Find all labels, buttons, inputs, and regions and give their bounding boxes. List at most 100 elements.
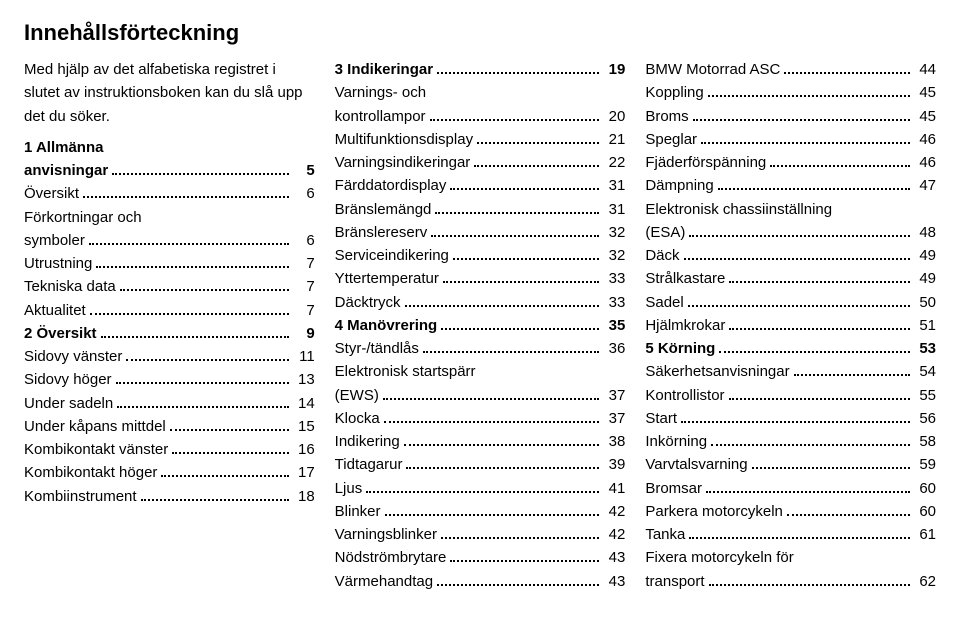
toc-entry-label: (EWS) bbox=[335, 384, 379, 407]
toc-entry-dots bbox=[435, 203, 599, 213]
toc-entry-label: Speglar bbox=[645, 128, 697, 151]
toc-entry-page: 17 bbox=[293, 461, 315, 484]
toc-entry-dots bbox=[404, 436, 600, 446]
toc-entry: Fjäderförspänning46 bbox=[645, 151, 936, 174]
toc-entry-label: Hjälmkrokar bbox=[645, 314, 725, 337]
toc-entry-dots bbox=[784, 64, 910, 74]
toc-col-1: Med hjälp av det alfabetiska registret i… bbox=[24, 58, 315, 593]
toc-entry-dots bbox=[706, 482, 910, 492]
toc-entry-label: (ESA) bbox=[645, 221, 685, 244]
toc-entry-page: 19 bbox=[603, 58, 625, 81]
toc-entry-page: 33 bbox=[603, 267, 625, 290]
toc-entry-label: kontrollampor bbox=[335, 105, 426, 128]
toc-entry-page: 43 bbox=[603, 546, 625, 569]
toc-entry-page: 54 bbox=[914, 360, 936, 383]
toc-entry-label: Yttertemperatur bbox=[335, 267, 439, 290]
toc-entry-label: Varnings- och bbox=[335, 81, 626, 104]
toc-entry-label: Broms bbox=[645, 105, 688, 128]
toc-entry-dots bbox=[430, 110, 600, 120]
toc-entry-page: 42 bbox=[603, 523, 625, 546]
toc-entry-label: Kombikontakt vänster bbox=[24, 438, 168, 461]
toc-entry: Kombikontakt höger17 bbox=[24, 461, 315, 484]
toc-entry-page: 42 bbox=[603, 500, 625, 523]
toc-entry-page: 60 bbox=[914, 477, 936, 500]
toc-entry-dots bbox=[684, 250, 910, 260]
toc-entry-page: 13 bbox=[293, 368, 315, 391]
toc-entry-dots bbox=[729, 273, 910, 283]
toc-entry: Bromsar 60 bbox=[645, 477, 936, 500]
toc-entry-page: 7 bbox=[293, 252, 315, 275]
toc-entry: Koppling45 bbox=[645, 81, 936, 104]
toc-entry-label: Dämpning bbox=[645, 174, 713, 197]
toc-entry-page: 31 bbox=[603, 174, 625, 197]
toc-entry-label: Kontrollistor bbox=[645, 384, 724, 407]
toc-entry-label: anvisningar bbox=[24, 159, 108, 182]
toc-entry-page: 22 bbox=[603, 151, 625, 174]
toc-entry-dots bbox=[141, 490, 289, 500]
toc-entry-label: Blinker bbox=[335, 500, 381, 523]
toc-entry-label: 1 Allmänna bbox=[24, 136, 315, 159]
toc-entry-label: Däck bbox=[645, 244, 679, 267]
toc-entry-page: 58 bbox=[914, 430, 936, 453]
toc-entry-dots bbox=[89, 235, 289, 245]
toc-entry-page: 46 bbox=[914, 128, 936, 151]
toc-entry-dots bbox=[450, 180, 599, 190]
toc-entry: 1 Allmännaanvisningar 5 bbox=[24, 136, 315, 183]
toc-entry-page: 18 bbox=[293, 485, 315, 508]
toc-entry: Sidovy vänster11 bbox=[24, 345, 315, 368]
toc-entry: Tanka61 bbox=[645, 523, 936, 546]
toc-entry: Däcktryck33 bbox=[335, 291, 626, 314]
toc-entry: Multifunktionsdisplay21 bbox=[335, 128, 626, 151]
toc-entry-page: 5 bbox=[293, 159, 315, 182]
toc-entry-label: Indikering bbox=[335, 430, 400, 453]
toc-entry-dots bbox=[366, 482, 599, 492]
toc-entry-dots bbox=[718, 180, 910, 190]
toc-entry-page: 38 bbox=[603, 430, 625, 453]
toc-entry-page: 45 bbox=[914, 81, 936, 104]
toc-entry-label: Strålkastare bbox=[645, 267, 725, 290]
toc-entry: Kombikontakt vänster16 bbox=[24, 438, 315, 461]
toc-entry-label: Bromsar bbox=[645, 477, 702, 500]
toc-entry-dots bbox=[689, 529, 910, 539]
toc-entry-dots bbox=[96, 258, 288, 268]
toc-entry: Inkörning58 bbox=[645, 430, 936, 453]
toc-entry: Speglar 46 bbox=[645, 128, 936, 151]
toc-entry: Elektronisk startspärr(EWS)37 bbox=[335, 360, 626, 407]
toc-entry-dots bbox=[170, 421, 289, 431]
toc-entry-page: 41 bbox=[603, 477, 625, 500]
col-entries-1: 1 Allmännaanvisningar5Översikt6Förkortni… bbox=[24, 136, 315, 508]
toc-entry-dots bbox=[453, 250, 599, 260]
toc-entry-page: 39 bbox=[603, 453, 625, 476]
toc-entry-dots bbox=[689, 227, 910, 237]
toc-entry: Säkerhetsanvisningar 54 bbox=[645, 360, 936, 383]
toc-entry-dots bbox=[101, 328, 289, 338]
toc-entry-page: 6 bbox=[293, 229, 315, 252]
toc-entry-label: 4 Manövrering bbox=[335, 314, 438, 337]
toc-entry-label: 3 Indikeringar bbox=[335, 58, 433, 81]
toc-entry-label: 5 Körning bbox=[645, 337, 715, 360]
toc-col-2: 3 Indikeringar 19Varnings- ochkontrollamp… bbox=[335, 58, 626, 593]
toc-entry: 5 Körning53 bbox=[645, 337, 936, 360]
toc-entry-page: 7 bbox=[293, 299, 315, 322]
toc-entry-label: Nödströmbrytare bbox=[335, 546, 447, 569]
toc-entry-label: Fjäderförspänning bbox=[645, 151, 766, 174]
toc-intro: Med hjälp av det alfabetiska registret i… bbox=[24, 58, 315, 128]
toc-columns: Med hjälp av det alfabetiska registret i… bbox=[24, 58, 936, 593]
toc-entry-dots bbox=[161, 467, 288, 477]
toc-entry-label: Säkerhetsanvisningar bbox=[645, 360, 789, 383]
toc-entry: Ljus41 bbox=[335, 477, 626, 500]
toc-entry-label: Sadel bbox=[645, 291, 683, 314]
toc-entry-label: Utrustning bbox=[24, 252, 92, 275]
toc-entry-page: 6 bbox=[293, 182, 315, 205]
toc-entry-page: 59 bbox=[914, 453, 936, 476]
toc-entry-dots bbox=[423, 343, 599, 353]
toc-entry: Kombiinstrument18 bbox=[24, 485, 315, 508]
toc-entry-label: Serviceindikering bbox=[335, 244, 449, 267]
toc-entry-label: BMW Motorrad ASC bbox=[645, 58, 780, 81]
toc-entry: Däck49 bbox=[645, 244, 936, 267]
toc-entry-dots bbox=[406, 459, 599, 469]
toc-entry: Parkera motorcykeln60 bbox=[645, 500, 936, 523]
toc-entry-page: 9 bbox=[293, 322, 315, 345]
toc-entry-label: Varvtalsvarning bbox=[645, 453, 747, 476]
toc-entry: Översikt6 bbox=[24, 182, 315, 205]
